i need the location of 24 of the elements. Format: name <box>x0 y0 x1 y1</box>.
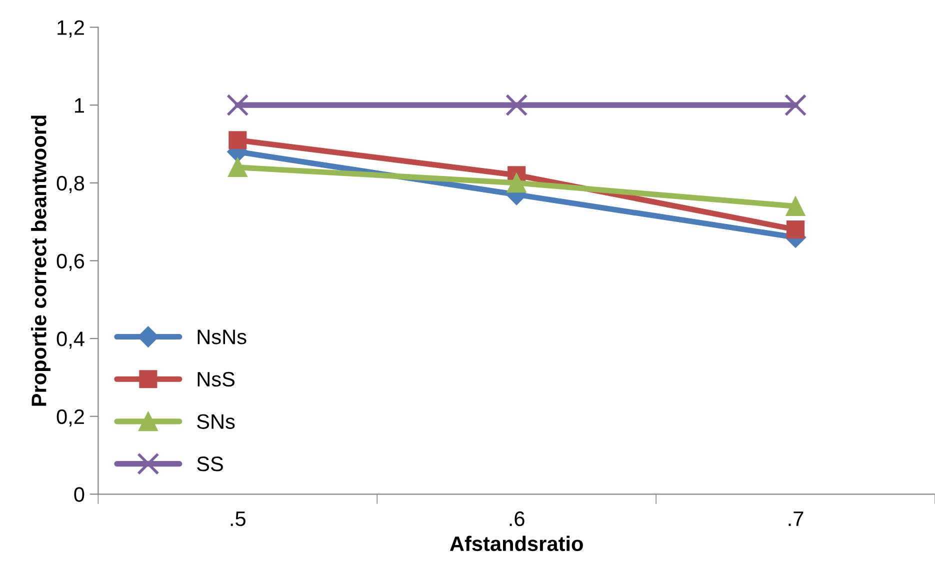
x-tick-label: .5 <box>230 512 246 526</box>
point <box>505 94 528 116</box>
legend-label: NsS <box>198 372 234 387</box>
y-tick-label: 0,4 <box>56 332 84 349</box>
point <box>228 158 248 178</box>
x-tick-label: .6 <box>510 511 524 526</box>
point <box>786 220 805 239</box>
legend-label: SS <box>197 456 223 472</box>
point <box>784 94 807 116</box>
x-tick-label: .7 <box>788 512 804 526</box>
point <box>228 131 247 150</box>
y-tick-label: 1 <box>74 98 84 113</box>
point <box>506 173 526 193</box>
point <box>226 94 249 116</box>
legend-label: NsNs <box>198 330 246 344</box>
x-axis-title: Afstandsratio <box>450 536 583 552</box>
y-tick-label: 0,6 <box>56 254 84 271</box>
y-tick-label: 1,2 <box>58 20 84 38</box>
y-tick-label: 0 <box>74 487 84 502</box>
legend-label: SNs <box>197 414 235 429</box>
y-axis-title: Proportie correct beantwoord <box>31 116 50 406</box>
y-tick-label: 0,8 <box>56 176 84 194</box>
y-tick-label: 0,2 <box>56 409 84 427</box>
point <box>786 196 806 216</box>
